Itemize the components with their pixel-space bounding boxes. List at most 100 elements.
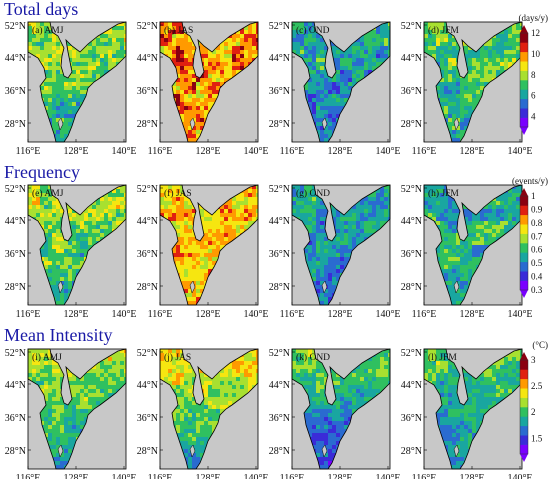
heatmap-cell: [344, 62, 348, 66]
y-tick-label: 52°N: [137, 21, 158, 32]
heatmap-cell: [436, 30, 440, 34]
heatmap-cell: [112, 42, 116, 46]
heatmap-cell: [52, 209, 56, 213]
heatmap-cell: [336, 110, 340, 114]
heatmap-cell: [48, 253, 52, 257]
heatmap-cell: [60, 110, 64, 114]
heatmap-cell: [112, 189, 116, 193]
heatmap-cell: [356, 50, 360, 54]
x-tick-label: 140°E: [111, 146, 136, 157]
heatmap-cell: [468, 50, 472, 54]
heatmap-cell: [36, 26, 40, 30]
heatmap-cell: [328, 106, 332, 110]
heatmap-cell: [248, 189, 252, 193]
heatmap-cell: [452, 46, 456, 50]
heatmap-cell: [312, 221, 316, 225]
heatmap-cell: [92, 66, 96, 70]
heatmap-cell: [76, 94, 80, 98]
heatmap-cell: [256, 185, 258, 189]
heatmap-cell: [224, 58, 228, 62]
heatmap-cell: [40, 213, 44, 217]
heatmap-cell: [436, 46, 440, 50]
heatmap-cell: [336, 213, 340, 217]
heatmap-cell: [292, 30, 296, 34]
heatmap-cell: [364, 74, 368, 78]
heatmap-cell: [192, 118, 196, 122]
heatmap-cell: [108, 62, 112, 66]
coastline: [423, 21, 523, 143]
heatmap-cell: [44, 229, 48, 233]
heatmap-cell: [176, 34, 180, 38]
heatmap-cell: [76, 90, 80, 94]
heatmap-cell: [444, 26, 448, 30]
heatmap-cell: [492, 54, 496, 58]
heatmap-cell: [336, 78, 340, 82]
heatmap-cell: [64, 277, 68, 281]
heatmap-cell: [196, 269, 200, 273]
heatmap-cell: [232, 66, 236, 70]
heatmap-cell: [248, 54, 252, 58]
heatmap-cell: [68, 110, 72, 114]
heatmap-cell: [64, 134, 68, 138]
heatmap-cell: [212, 54, 216, 58]
heatmap-cell: [220, 46, 224, 50]
heatmap-cell: [52, 289, 56, 293]
heatmap-cell: [44, 189, 48, 193]
heatmap-cell: [512, 54, 516, 58]
heatmap-cell: [296, 193, 300, 197]
heatmap-cell: [184, 46, 188, 50]
heatmap-cell: [488, 58, 492, 62]
heatmap-cell: [228, 66, 232, 70]
heatmap-cell: [448, 74, 452, 78]
heatmap-cell: [336, 98, 340, 102]
heatmap-cell: [56, 118, 60, 122]
heatmap-cell: [184, 98, 188, 102]
heatmap-cell: [368, 217, 372, 221]
heatmap-cell: [312, 225, 316, 229]
heatmap-cell: [452, 54, 456, 58]
heatmap-cell: [60, 94, 64, 98]
heatmap-cell: [104, 38, 108, 42]
heatmap-cell: [56, 126, 60, 130]
heatmap-cell: [308, 209, 312, 213]
heatmap-cell: [316, 197, 320, 201]
heatmap-cell: [256, 54, 258, 58]
heatmap-cell: [296, 209, 300, 213]
heatmap-cell: [192, 233, 196, 237]
heatmap-cell: [428, 50, 432, 54]
heatmap-cell: [188, 237, 192, 241]
heatmap-cell: [368, 58, 372, 62]
heatmap-cell: [492, 38, 496, 42]
heatmap-cell: [300, 46, 304, 50]
heatmap-cell: [64, 257, 68, 261]
heatmap-cell: [340, 225, 344, 229]
heatmap-cell: [84, 209, 88, 213]
heatmap-cell: [64, 285, 68, 289]
heatmap-cell: [96, 54, 100, 58]
heatmap-cell: [68, 261, 72, 265]
heatmap-cell: [308, 225, 312, 229]
heatmap-cell: [116, 26, 120, 30]
heatmap-cell: [464, 82, 468, 86]
heatmap-cell: [368, 201, 372, 205]
heatmap-cell: [72, 261, 76, 265]
heatmap-cell: [208, 229, 212, 233]
heatmap-cell: [300, 197, 304, 201]
heatmap-cell: [188, 106, 192, 110]
heatmap-cell: [432, 22, 436, 26]
heatmap-cell: [500, 66, 504, 70]
heatmap-cell: [52, 42, 56, 46]
heatmap-cell: [304, 26, 308, 30]
heatmap-cell: [200, 261, 204, 265]
heatmap-cell: [44, 82, 48, 86]
heatmap-cell: [124, 217, 126, 221]
heatmap-cell: [224, 54, 228, 58]
heatmap-cell: [220, 245, 224, 249]
heatmap-cell: [316, 213, 320, 217]
heatmap-cell: [84, 225, 88, 229]
heatmap-cell: [28, 38, 32, 42]
heatmap-cell: [300, 185, 304, 189]
heatmap-cell: [28, 193, 32, 197]
heatmap-cell: [316, 221, 320, 225]
heatmap-cell: [312, 209, 316, 213]
